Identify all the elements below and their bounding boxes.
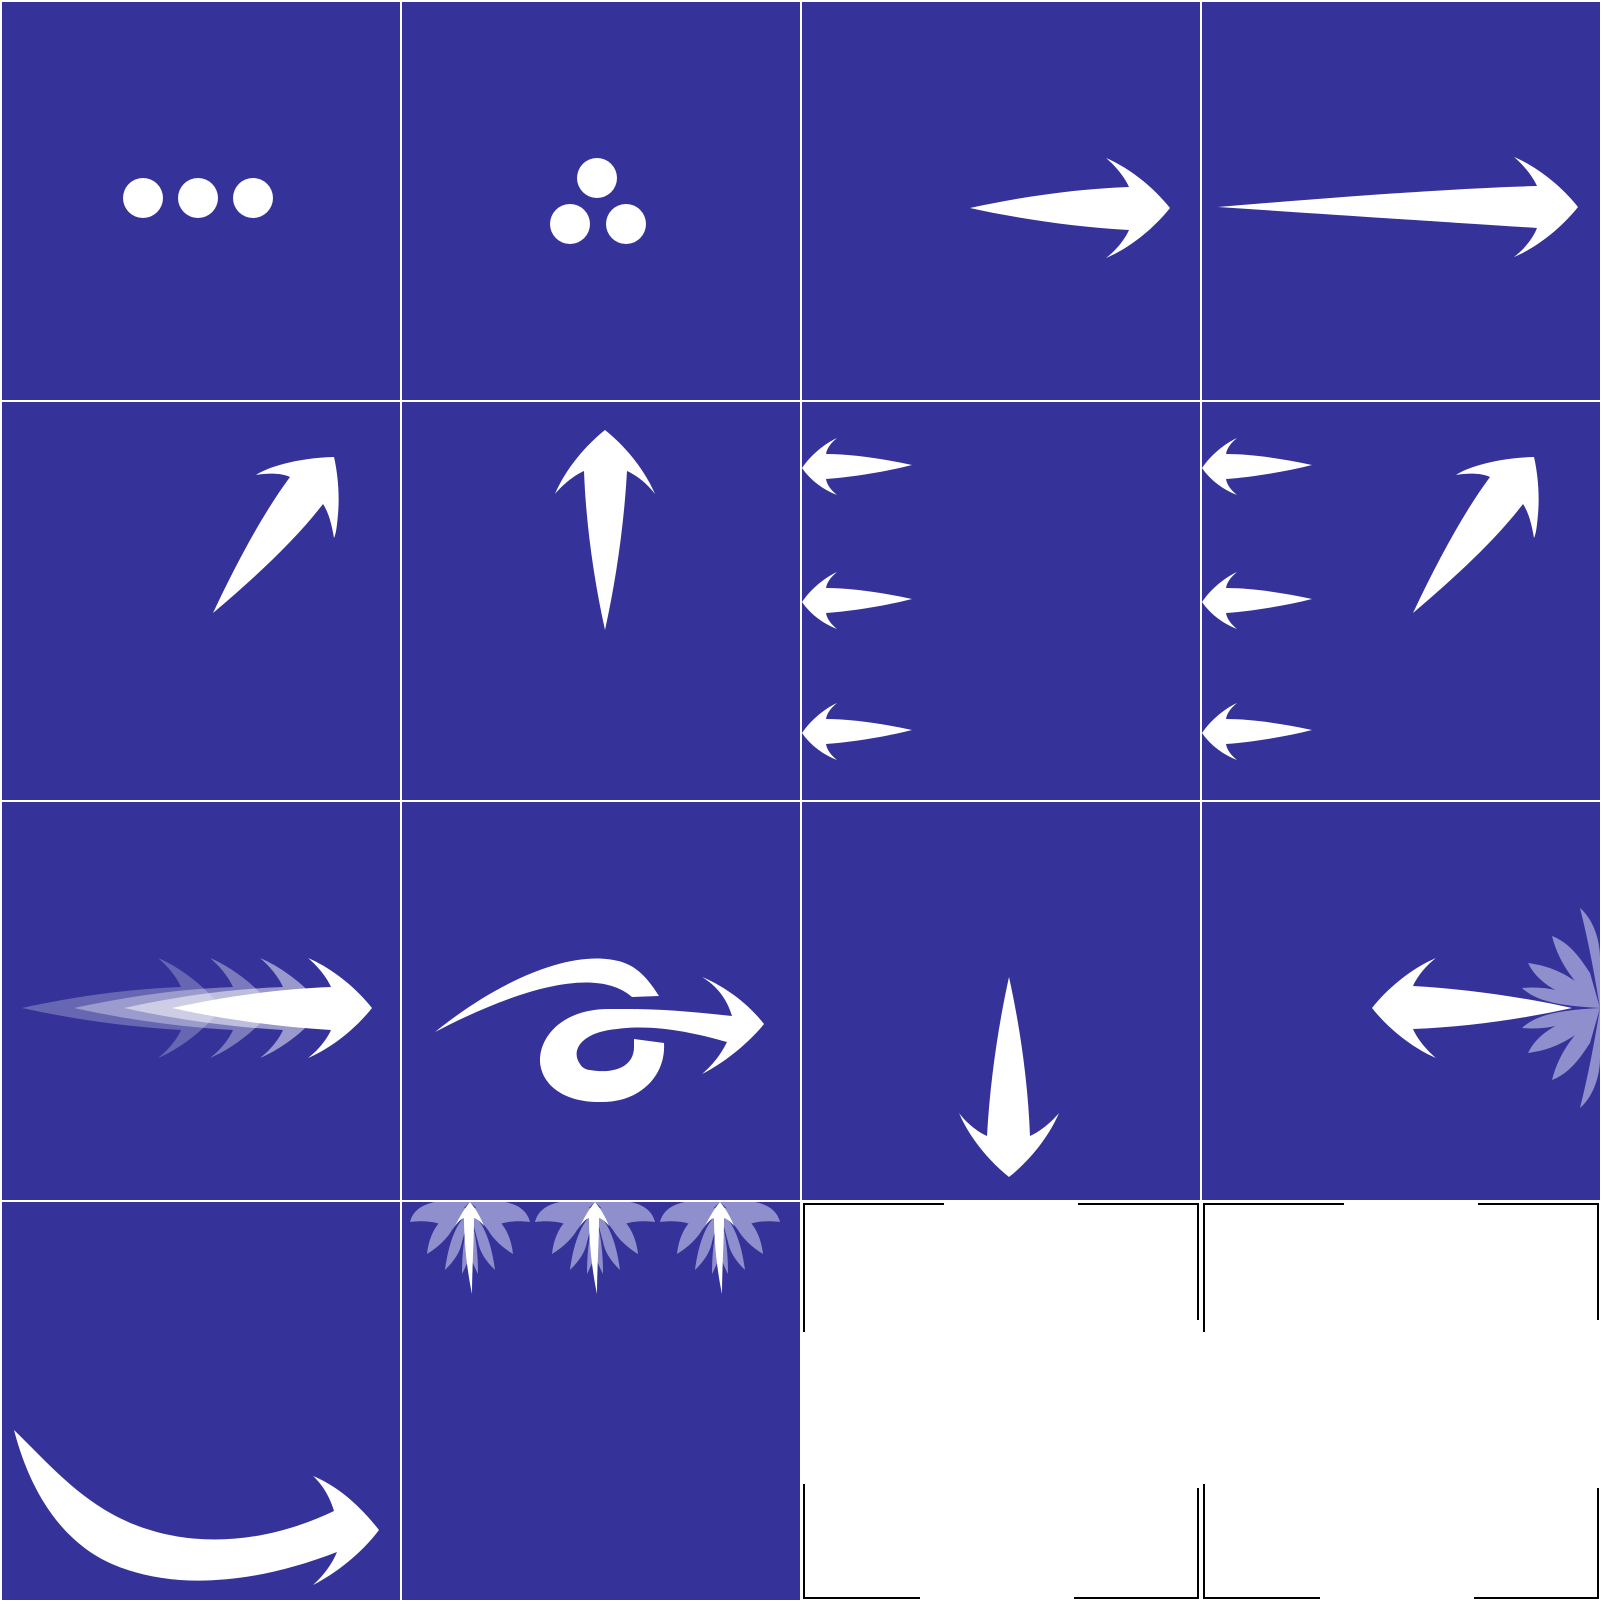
arrow-right-long-icon bbox=[1202, 2, 1600, 400]
arrow-up-icon bbox=[402, 402, 800, 800]
arrow-right-motion-trail-icon bbox=[2, 802, 400, 1200]
arrow-left-burst-icon bbox=[1202, 802, 1600, 1200]
three-dots-horizontal-icon bbox=[2, 2, 400, 400]
empty-slot-crop-marks bbox=[1202, 1202, 1600, 1600]
arrow-down-icon bbox=[802, 802, 1200, 1200]
arrow-right-short-icon bbox=[802, 2, 1200, 400]
arrow-up-right-icon bbox=[2, 402, 400, 800]
arrows-left-triple-icon bbox=[802, 402, 1200, 800]
three-dots-triangle-icon bbox=[402, 2, 800, 400]
empty-slot-crop-marks bbox=[802, 1202, 1200, 1600]
arrow-right-looped-icon bbox=[402, 802, 800, 1200]
arrow-right-curved-icon bbox=[2, 1202, 400, 1600]
arrows-up-triple-burst-icon bbox=[402, 1202, 800, 1600]
arrows-left-triple-with-up-right-icon bbox=[1202, 402, 1600, 800]
